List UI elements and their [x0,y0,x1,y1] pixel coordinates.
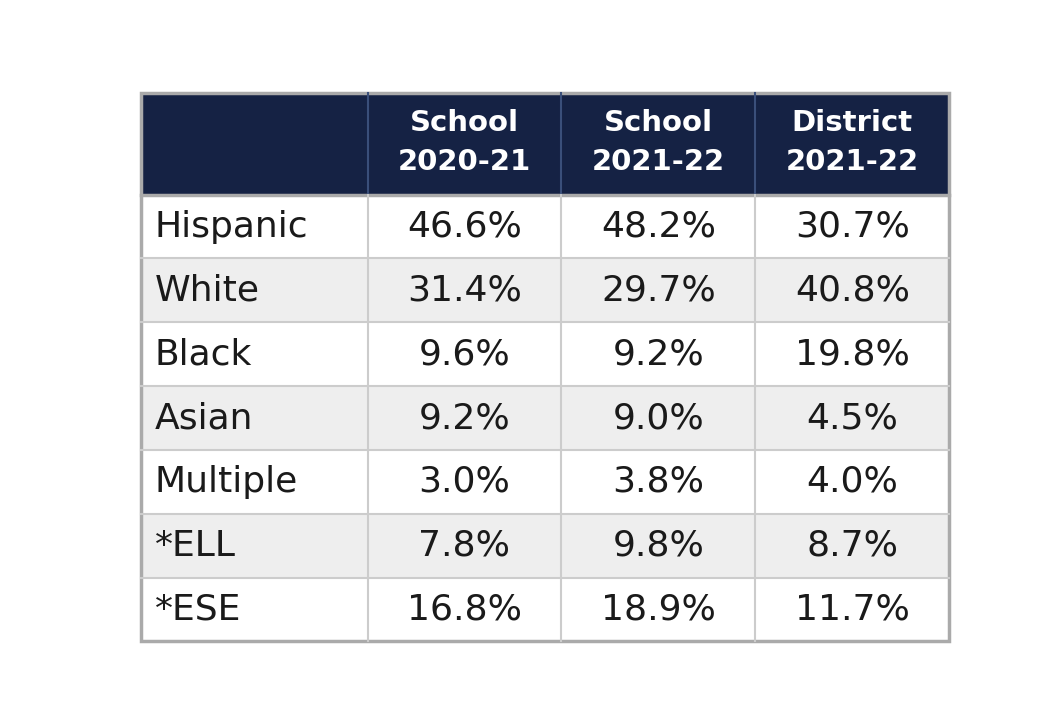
Text: School: School [604,109,713,137]
Text: *ESE: *ESE [155,593,242,627]
Text: 9.0%: 9.0% [613,401,704,435]
Text: 11.7%: 11.7% [795,593,910,627]
Bar [142,259,949,322]
Bar [142,322,949,386]
Text: Multiple: Multiple [155,465,298,499]
Text: White: White [155,273,260,308]
Bar [142,450,949,514]
Text: School: School [410,109,519,137]
Text: Hispanic: Hispanic [155,209,309,244]
Text: 2021-22: 2021-22 [786,148,919,176]
Text: 30.7%: 30.7% [795,209,910,244]
Text: 29.7%: 29.7% [601,273,716,308]
Text: 9.6%: 9.6% [418,337,511,371]
Bar [142,93,949,195]
Bar [142,514,949,578]
Text: 3.8%: 3.8% [613,465,704,499]
Text: 46.6%: 46.6% [408,209,522,244]
Text: 2021-22: 2021-22 [592,148,725,176]
Text: 48.2%: 48.2% [601,209,716,244]
Text: Asian: Asian [155,401,253,435]
Bar [142,195,949,259]
Text: *ELL: *ELL [155,529,236,563]
Text: 3.0%: 3.0% [418,465,511,499]
Bar [142,578,949,641]
Text: 19.8%: 19.8% [795,337,910,371]
Text: 4.0%: 4.0% [807,465,898,499]
Text: 9.2%: 9.2% [613,337,704,371]
Text: 4.5%: 4.5% [807,401,898,435]
Text: 18.9%: 18.9% [601,593,716,627]
Bar [142,386,949,450]
Text: 9.8%: 9.8% [613,529,704,563]
Text: Black: Black [155,337,252,371]
Text: 2020-21: 2020-21 [398,148,531,176]
Text: 31.4%: 31.4% [408,273,522,308]
Text: 7.8%: 7.8% [418,529,511,563]
Text: District: District [792,109,913,137]
Text: 8.7%: 8.7% [807,529,898,563]
Text: 40.8%: 40.8% [795,273,910,308]
Text: 16.8%: 16.8% [408,593,522,627]
Text: 9.2%: 9.2% [418,401,511,435]
